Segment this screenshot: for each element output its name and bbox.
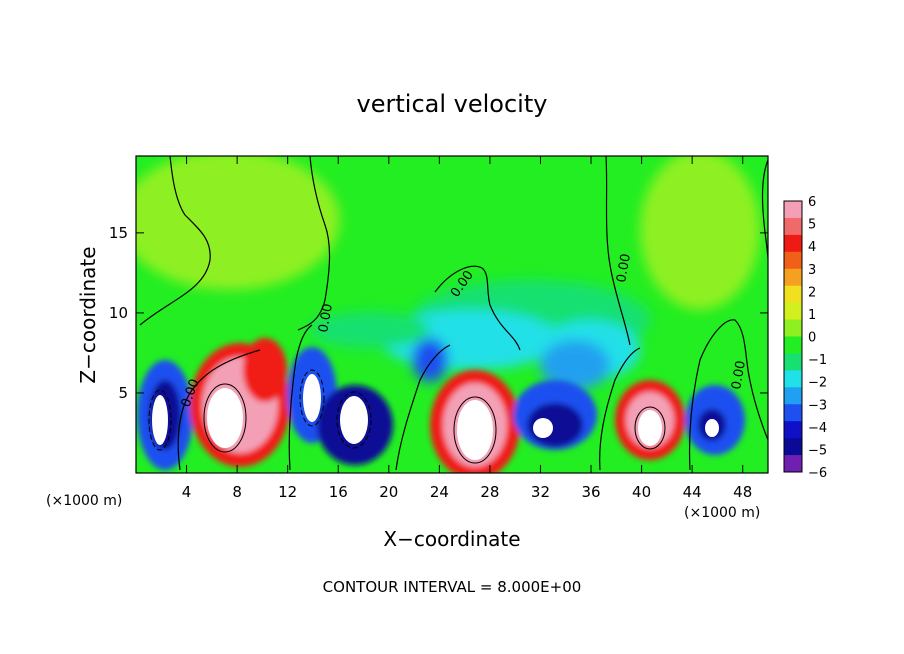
- blue-region: [540, 340, 610, 390]
- heatmap-field: 0.00 0.00 0.00 0.00 0.00: [136, 156, 768, 473]
- colorbar-swatch: [784, 217, 802, 236]
- colorbar-label: 4: [808, 240, 816, 255]
- cyan-region: [310, 312, 430, 348]
- y-tick-label: 5: [118, 384, 128, 402]
- zero-contour-line: [297, 156, 331, 331]
- colorbar-swatch: [784, 234, 802, 253]
- contour-interval-note: CONTOUR INTERVAL = 8.000E+00: [323, 578, 582, 596]
- positive-contour: [634, 406, 666, 450]
- negative-contour: [299, 369, 325, 427]
- colorbar-label: −1: [808, 353, 827, 368]
- colorbar-swatch: [784, 201, 802, 219]
- light-green-region: [640, 156, 760, 310]
- positive-contour: [453, 396, 497, 464]
- zero-contour-line: [688, 319, 768, 471]
- contour-label: 0.00: [316, 303, 336, 334]
- colorbar-swatch: [784, 353, 802, 371]
- colorbar-frame: [783, 200, 803, 473]
- colorbar-swatch: [784, 404, 802, 422]
- colorbar-label: 5: [808, 218, 816, 233]
- white-core: [152, 395, 168, 445]
- colorbar-label: −4: [808, 421, 827, 436]
- x-tick-label: 20: [379, 483, 398, 501]
- x-tick-label: 12: [278, 483, 297, 501]
- colorbar-label: −2: [808, 376, 827, 391]
- zero-contour-line: [177, 349, 261, 471]
- x-tick-label: 24: [430, 483, 449, 501]
- y-axis-label: Z−coordinate: [76, 246, 100, 383]
- colorbar-swatch: [784, 438, 802, 456]
- y-axis-ticks: 5 10 15: [109, 224, 768, 402]
- x-tick-label: 28: [480, 483, 499, 501]
- white-core: [533, 418, 553, 438]
- white-core: [638, 410, 662, 446]
- x-tick-label: 40: [632, 483, 651, 501]
- white-core: [705, 419, 719, 437]
- colorbar-label: 2: [808, 285, 816, 300]
- x-tick-label: 16: [329, 483, 348, 501]
- colorbar-swatch: [784, 455, 802, 473]
- x-tick-label: 4: [182, 483, 192, 501]
- x-tick-label: 48: [733, 483, 752, 501]
- zero-contour-line: [599, 347, 641, 471]
- colorbar-labels: 6 5 4 3 2 1 0 −1 −2 −3 −4 −5 −6: [808, 195, 827, 481]
- colorbar-label: −3: [808, 398, 827, 413]
- chart-title: vertical velocity: [357, 90, 548, 118]
- colorbar-label: −6: [808, 466, 827, 481]
- blue-region: [412, 338, 448, 382]
- x-axis-unit-left: (×1000 m): [46, 493, 122, 509]
- x-tick-label: 36: [581, 483, 600, 501]
- colorbar-label: −5: [808, 443, 827, 458]
- colorbar-swatch: [784, 302, 802, 321]
- colorbar-label: 3: [808, 263, 816, 278]
- colorbar-label: 6: [808, 195, 816, 210]
- white-core: [303, 374, 321, 422]
- x-tick-label: 44: [683, 483, 702, 501]
- zero-contour-line: [288, 324, 313, 471]
- colorbar-swatch: [784, 336, 802, 354]
- white-core: [340, 396, 368, 444]
- white-core: [457, 400, 493, 460]
- colorbar-label: 1: [808, 308, 816, 323]
- x-axis-unit-right: (×1000 m): [684, 505, 760, 521]
- negative-contour: [148, 389, 172, 451]
- y-tick-label: 15: [109, 224, 128, 242]
- updraft-core: [243, 338, 287, 402]
- contour-label: 0.00: [614, 253, 634, 284]
- zero-contour-line: [761, 159, 768, 320]
- colorbar-swatch: [784, 319, 802, 337]
- negative-contour: [336, 391, 372, 449]
- x-axis-label: X−coordinate: [383, 527, 520, 551]
- zero-contour-line: [395, 344, 451, 471]
- x-tick-label: 32: [531, 483, 550, 501]
- zero-contour-line: [434, 265, 521, 351]
- colorbar-swatch: [784, 387, 802, 405]
- white-core: [207, 388, 243, 448]
- x-axis-ticks: 4 8 12 16 20 24 28 32 36 40 44 48: [182, 156, 752, 501]
- colorbar-swatch: [784, 285, 802, 304]
- positive-contour: [203, 383, 247, 453]
- colorbar-swatch: [784, 268, 802, 287]
- colorbar-swatch: [784, 421, 802, 439]
- contour-label: 0.00: [729, 360, 749, 391]
- y-tick-label: 10: [109, 304, 128, 322]
- zero-contour-line: [605, 156, 631, 346]
- light-green-region: [136, 156, 340, 290]
- colorbar: [783, 200, 803, 473]
- x-tick-label: 8: [232, 483, 242, 501]
- colorbar-label: 0: [808, 331, 816, 346]
- plot-frame: [135, 155, 769, 474]
- zero-contour-line: [139, 156, 211, 326]
- colorbar-swatch: [784, 251, 802, 270]
- colorbar-swatch: [784, 370, 802, 388]
